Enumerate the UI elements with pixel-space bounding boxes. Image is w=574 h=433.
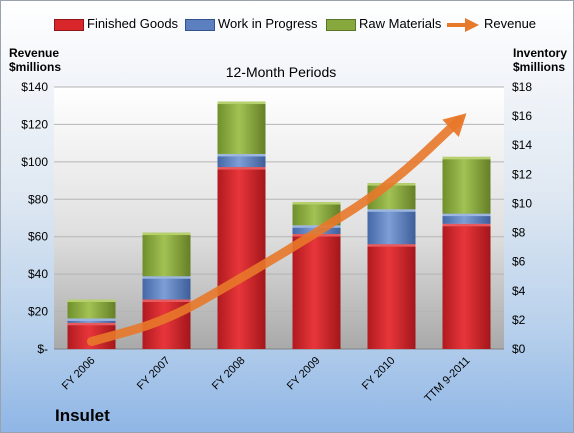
right-tick-label: $2 (512, 313, 526, 327)
revenue-line (87, 116, 463, 347)
bar-finished-goods (367, 244, 416, 349)
x-tick-label: FY 2010 (360, 355, 398, 393)
right-tick-label: $14 (512, 138, 532, 152)
legend-label-revenue: Revenue (484, 16, 537, 31)
bar-finished-goods (442, 223, 491, 349)
right-axis-title: Inventory $millions (513, 46, 567, 74)
right-tick-label: $18 (512, 80, 532, 94)
bar-work-in-progress-top (367, 209, 416, 212)
left-tick-label: $40 (28, 267, 48, 281)
right-tick-label: $16 (512, 109, 532, 123)
right-tick-label: $8 (512, 226, 526, 240)
bar-finished-goods-top (142, 299, 191, 303)
bar-raw-materials-top (67, 299, 116, 303)
bar-work-in-progress-top (217, 153, 266, 157)
bar-raw-materials-top (217, 101, 266, 105)
legend-label-finished-goods: Finished Goods (87, 16, 179, 31)
bar-work-in-progress (367, 209, 416, 245)
right-tick-label: $4 (512, 284, 526, 298)
x-tick-label: FY 2007 (135, 355, 173, 393)
right-tick-label: $10 (512, 196, 532, 210)
right-tick-label: $6 (512, 255, 526, 269)
left-tick-label: $100 (21, 155, 48, 169)
legend-label-work-in-progress: Work in Progress (218, 16, 318, 31)
bar-work-in-progress-top (67, 318, 116, 321)
bar-finished-goods-top (367, 244, 416, 247)
bar-raw-materials-top (142, 232, 191, 236)
left-tick-label: $- (37, 342, 48, 356)
chart-title: 12-Month Periods (225, 64, 337, 80)
revenue-arrowhead (442, 113, 467, 138)
right-axis-title-line2: $millions (513, 60, 566, 74)
bar-finished-goods (292, 234, 341, 349)
x-tick-label: FY 2006 (60, 355, 98, 393)
legend-swatch-work-in-progress (185, 19, 215, 31)
bar-raw-materials (292, 201, 341, 226)
bar-work-in-progress (442, 213, 491, 224)
bar-finished-goods-top (217, 167, 266, 170)
x-tick-label: FY 2009 (285, 355, 323, 393)
bar-work-in-progress-top (292, 225, 341, 228)
legend-swatch-finished-goods (54, 19, 84, 31)
bar-work-in-progress-top (142, 276, 191, 279)
bar-raw-materials (67, 299, 116, 319)
bar-raw-materials (442, 156, 491, 214)
plot-area (54, 87, 504, 349)
bar-finished-goods-top (442, 223, 491, 227)
left-tick-label: $20 (28, 305, 48, 319)
bar-raw-materials (217, 101, 266, 154)
left-axis-title-line2: $millions (9, 60, 62, 74)
right-tick-label: $0 (512, 342, 526, 356)
left-tick-label: $120 (21, 117, 48, 131)
left-tick-label: $60 (28, 230, 48, 244)
right-axis-title-line1: Inventory (513, 46, 568, 60)
legend-arrow-revenue (447, 18, 479, 32)
company-name: Insulet (55, 406, 110, 425)
bar-work-in-progress-top (442, 213, 491, 217)
bar-work-in-progress (142, 276, 191, 300)
x-tick-label: TTM 9-2011 (422, 355, 472, 405)
left-axis-title-line1: Revenue (9, 46, 60, 60)
right-tick-label: $12 (512, 167, 532, 181)
bar-work-in-progress (217, 153, 266, 168)
x-tick-label: FY 2008 (210, 355, 248, 393)
bar-finished-goods-top (67, 322, 116, 326)
legend-label-raw-materials: Raw Materials (359, 16, 442, 31)
legend-swatch-raw-materials (326, 19, 356, 31)
left-tick-label: $80 (28, 192, 48, 206)
bar-raw-materials-top (292, 201, 341, 205)
bar-raw-materials-top (442, 156, 491, 160)
left-axis-title: Revenue $millions (9, 46, 61, 74)
bar-finished-goods (217, 167, 266, 349)
bar-raw-materials (142, 232, 191, 277)
left-tick-label: $140 (21, 80, 48, 94)
